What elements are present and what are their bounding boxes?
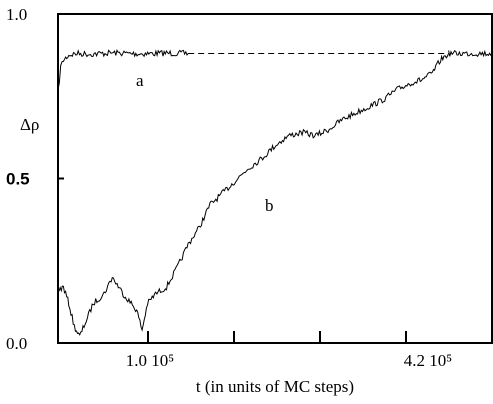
axis-ticks: 0.0 0.5 1.0 1.0 10⁵ 4.2 10⁵ xyxy=(6,5,452,370)
series-label-b: b xyxy=(265,196,274,215)
x-tick-label-1: 4.2 10⁵ xyxy=(404,351,453,370)
series-group xyxy=(57,48,493,336)
plot-area xyxy=(57,13,493,344)
series-line-2 xyxy=(448,49,493,58)
y-tick-label-2: 1.0 xyxy=(6,5,27,24)
y-tick-label-0: 0.0 xyxy=(6,334,27,353)
x-axis-label: t (in units of MC steps) xyxy=(196,377,354,396)
series-label-a: a xyxy=(136,71,144,90)
plot-frame xyxy=(57,13,493,344)
series-line-0 xyxy=(57,48,189,91)
series-line-1 xyxy=(57,53,450,336)
chart-labels: Δρ t (in units of MC steps) a b xyxy=(20,71,354,396)
y-tick-label-1: 0.5 xyxy=(6,170,30,189)
y-axis-label: Δρ xyxy=(20,115,39,134)
x-tick-label-0: 1.0 10⁵ xyxy=(126,351,175,370)
